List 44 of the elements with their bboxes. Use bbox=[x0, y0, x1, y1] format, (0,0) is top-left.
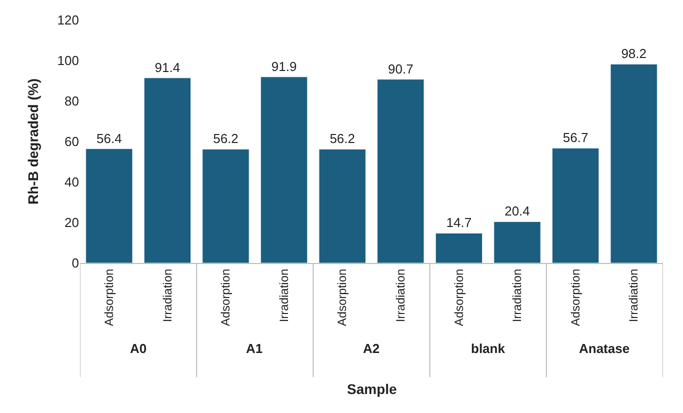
x-tick-label: Adsorption bbox=[452, 268, 466, 326]
text: A1 bbox=[246, 341, 263, 356]
y-tick-label: 20 bbox=[64, 215, 79, 230]
data-label: 91.4 bbox=[154, 60, 180, 75]
y-axis-title: Rh-B degraded (%) bbox=[24, 78, 41, 204]
data-label: 14.7 bbox=[446, 215, 472, 230]
data-label: 56.2 bbox=[330, 131, 356, 146]
data-label: 91.9 bbox=[271, 58, 297, 74]
bar bbox=[260, 76, 308, 263]
bar bbox=[144, 78, 192, 263]
x-tick-label: Adsorption bbox=[568, 268, 582, 326]
x-tick-label: Irradiation bbox=[626, 268, 641, 322]
y-tick-label: 80 bbox=[64, 94, 79, 109]
data-label: 56.7 bbox=[562, 130, 588, 146]
x-tick-label: Irradiation bbox=[394, 268, 408, 322]
x-tick-label: Irradiation bbox=[510, 268, 524, 322]
text: A0 bbox=[130, 341, 147, 356]
bar bbox=[202, 148, 250, 263]
y-tick-label: 40 bbox=[64, 174, 79, 190]
y-tick-label: 120 bbox=[57, 12, 79, 28]
text: A2 bbox=[363, 341, 380, 356]
bar bbox=[377, 79, 424, 263]
x-tick-label: Irradiation bbox=[276, 268, 291, 322]
data-label: 56.2 bbox=[213, 131, 238, 146]
bar bbox=[494, 221, 541, 263]
bar bbox=[610, 64, 658, 263]
x-tick-label: Irradiation bbox=[160, 268, 174, 322]
data-label: 98.2 bbox=[621, 46, 647, 62]
text: blank bbox=[471, 341, 506, 356]
text: Anatase bbox=[579, 341, 630, 356]
bar bbox=[435, 232, 483, 263]
data-label: 56.4 bbox=[96, 130, 122, 146]
y-tick-label: 0 bbox=[72, 256, 79, 271]
y-tick-label: 60 bbox=[64, 134, 79, 150]
x-tick-label: Adsorption bbox=[335, 268, 350, 326]
bar bbox=[552, 148, 600, 263]
x-tick-label: Adsorption bbox=[218, 268, 233, 326]
y-tick-label: 100 bbox=[57, 53, 79, 68]
data-label: 20.4 bbox=[504, 204, 530, 219]
bar bbox=[86, 148, 133, 263]
data-label: 90.7 bbox=[388, 61, 414, 76]
x-axis-title: Sample bbox=[347, 381, 398, 397]
bar bbox=[318, 148, 366, 263]
x-tick-label: Adsorption bbox=[102, 268, 116, 326]
